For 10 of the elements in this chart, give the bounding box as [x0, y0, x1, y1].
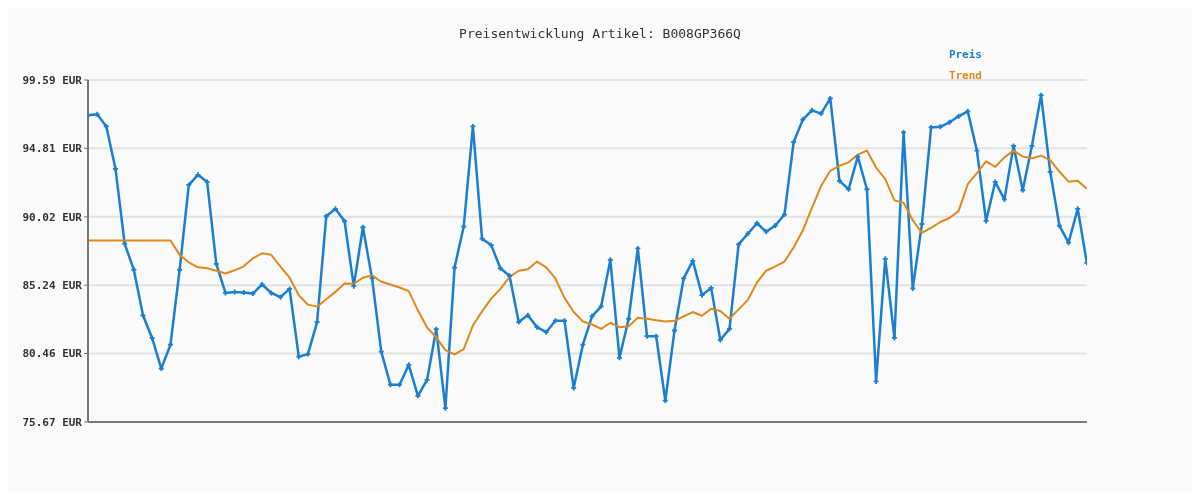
y-tick-label: 90.02 EUR: [22, 210, 83, 224]
y-tick-label: 80.46 EUR: [22, 347, 83, 361]
text: Preis: [948, 47, 982, 63]
chart-title: Preisentwicklung Artikel: B008GP366Q: [458, 26, 742, 41]
y-tick-label: 75.67 EUR: [22, 415, 83, 429]
y-tick-label: 99.59 EUR: [22, 73, 83, 87]
line-series: [88, 149, 1087, 356]
text: Trend: [948, 68, 982, 84]
y-tick-label: 94.81 EUR: [22, 142, 83, 156]
y-tick-label: 85.24 EUR: [22, 279, 83, 293]
